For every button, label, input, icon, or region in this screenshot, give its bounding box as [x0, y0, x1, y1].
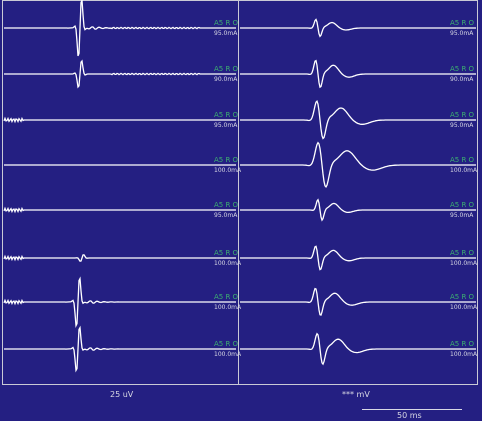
- right-site-label-4: A5 R O: [450, 156, 475, 164]
- right-trace-1: [240, 18, 476, 38]
- left-site-label-7: A5 R O: [214, 293, 239, 301]
- right-current-label-3: 95.0mA: [450, 122, 474, 129]
- right-current-label-5: 95.0mA: [450, 212, 474, 219]
- right-current-label-2: 90.0mA: [450, 76, 474, 83]
- right-site-label-5: A5 R O: [450, 201, 475, 209]
- left-site-label-4: A5 R O: [214, 156, 239, 164]
- left-current-label-6: 100.0mA: [214, 260, 242, 267]
- traces-frame: [2, 0, 478, 385]
- right-amplitude-scale: *** mV: [342, 390, 370, 399]
- right-site-label-8: A5 R O: [450, 340, 475, 348]
- right-current-label-4: 100.0mA: [450, 167, 478, 174]
- right-trace-6: [240, 245, 476, 271]
- left-current-label-1: 95.0mA: [214, 30, 238, 37]
- left-amplitude-scale: 25 uV: [110, 390, 134, 399]
- left-trace-8: [4, 325, 236, 373]
- right-trace-8: [240, 332, 476, 366]
- right-site-label-1: A5 R O: [450, 19, 475, 27]
- right-site-label-3: A5 R O: [450, 111, 475, 119]
- left-trace-2: [4, 59, 236, 89]
- right-site-label-6: A5 R O: [450, 249, 475, 257]
- right-current-label-8: 100.0mA: [450, 351, 478, 358]
- right-trace-5: [240, 198, 476, 222]
- right-trace-4: [240, 141, 476, 189]
- right-trace-2: [240, 59, 476, 89]
- right-trace-7: [240, 287, 476, 316]
- left-trace-7: [3, 276, 236, 328]
- left-current-label-5: 95.0mA: [214, 212, 238, 219]
- left-trace-5: [3, 206, 236, 214]
- left-trace-6: [3, 254, 236, 262]
- left-site-label-8: A5 R O: [214, 340, 239, 348]
- left-site-label-2: A5 R O: [214, 65, 239, 73]
- left-current-label-2: 90.0mA: [214, 76, 238, 83]
- left-site-label-3: A5 R O: [214, 111, 239, 119]
- panel-divider: [238, 0, 239, 385]
- left-current-label-4: 100.0mA: [214, 167, 242, 174]
- right-current-label-7: 100.0mA: [450, 304, 478, 311]
- right-site-label-7: A5 R O: [450, 293, 475, 301]
- left-current-label-3: 95.0mA: [214, 122, 238, 129]
- right-trace-3: [240, 99, 476, 140]
- left-current-label-8: 100.0mA: [214, 351, 242, 358]
- left-current-label-7: 100.0mA: [214, 304, 242, 311]
- left-trace-1: [4, 0, 236, 57]
- left-site-label-6: A5 R O: [214, 249, 239, 257]
- right-current-label-1: 95.0mA: [450, 30, 474, 37]
- left-trace-3: [3, 116, 236, 124]
- time-scale-bar: [362, 409, 462, 410]
- time-scale-label: 50 ms: [397, 411, 422, 420]
- left-site-label-5: A5 R O: [214, 201, 239, 209]
- right-site-label-2: A5 R O: [450, 65, 475, 73]
- right-current-label-6: 100.0mA: [450, 260, 478, 267]
- left-site-label-1: A5 R O: [214, 19, 239, 27]
